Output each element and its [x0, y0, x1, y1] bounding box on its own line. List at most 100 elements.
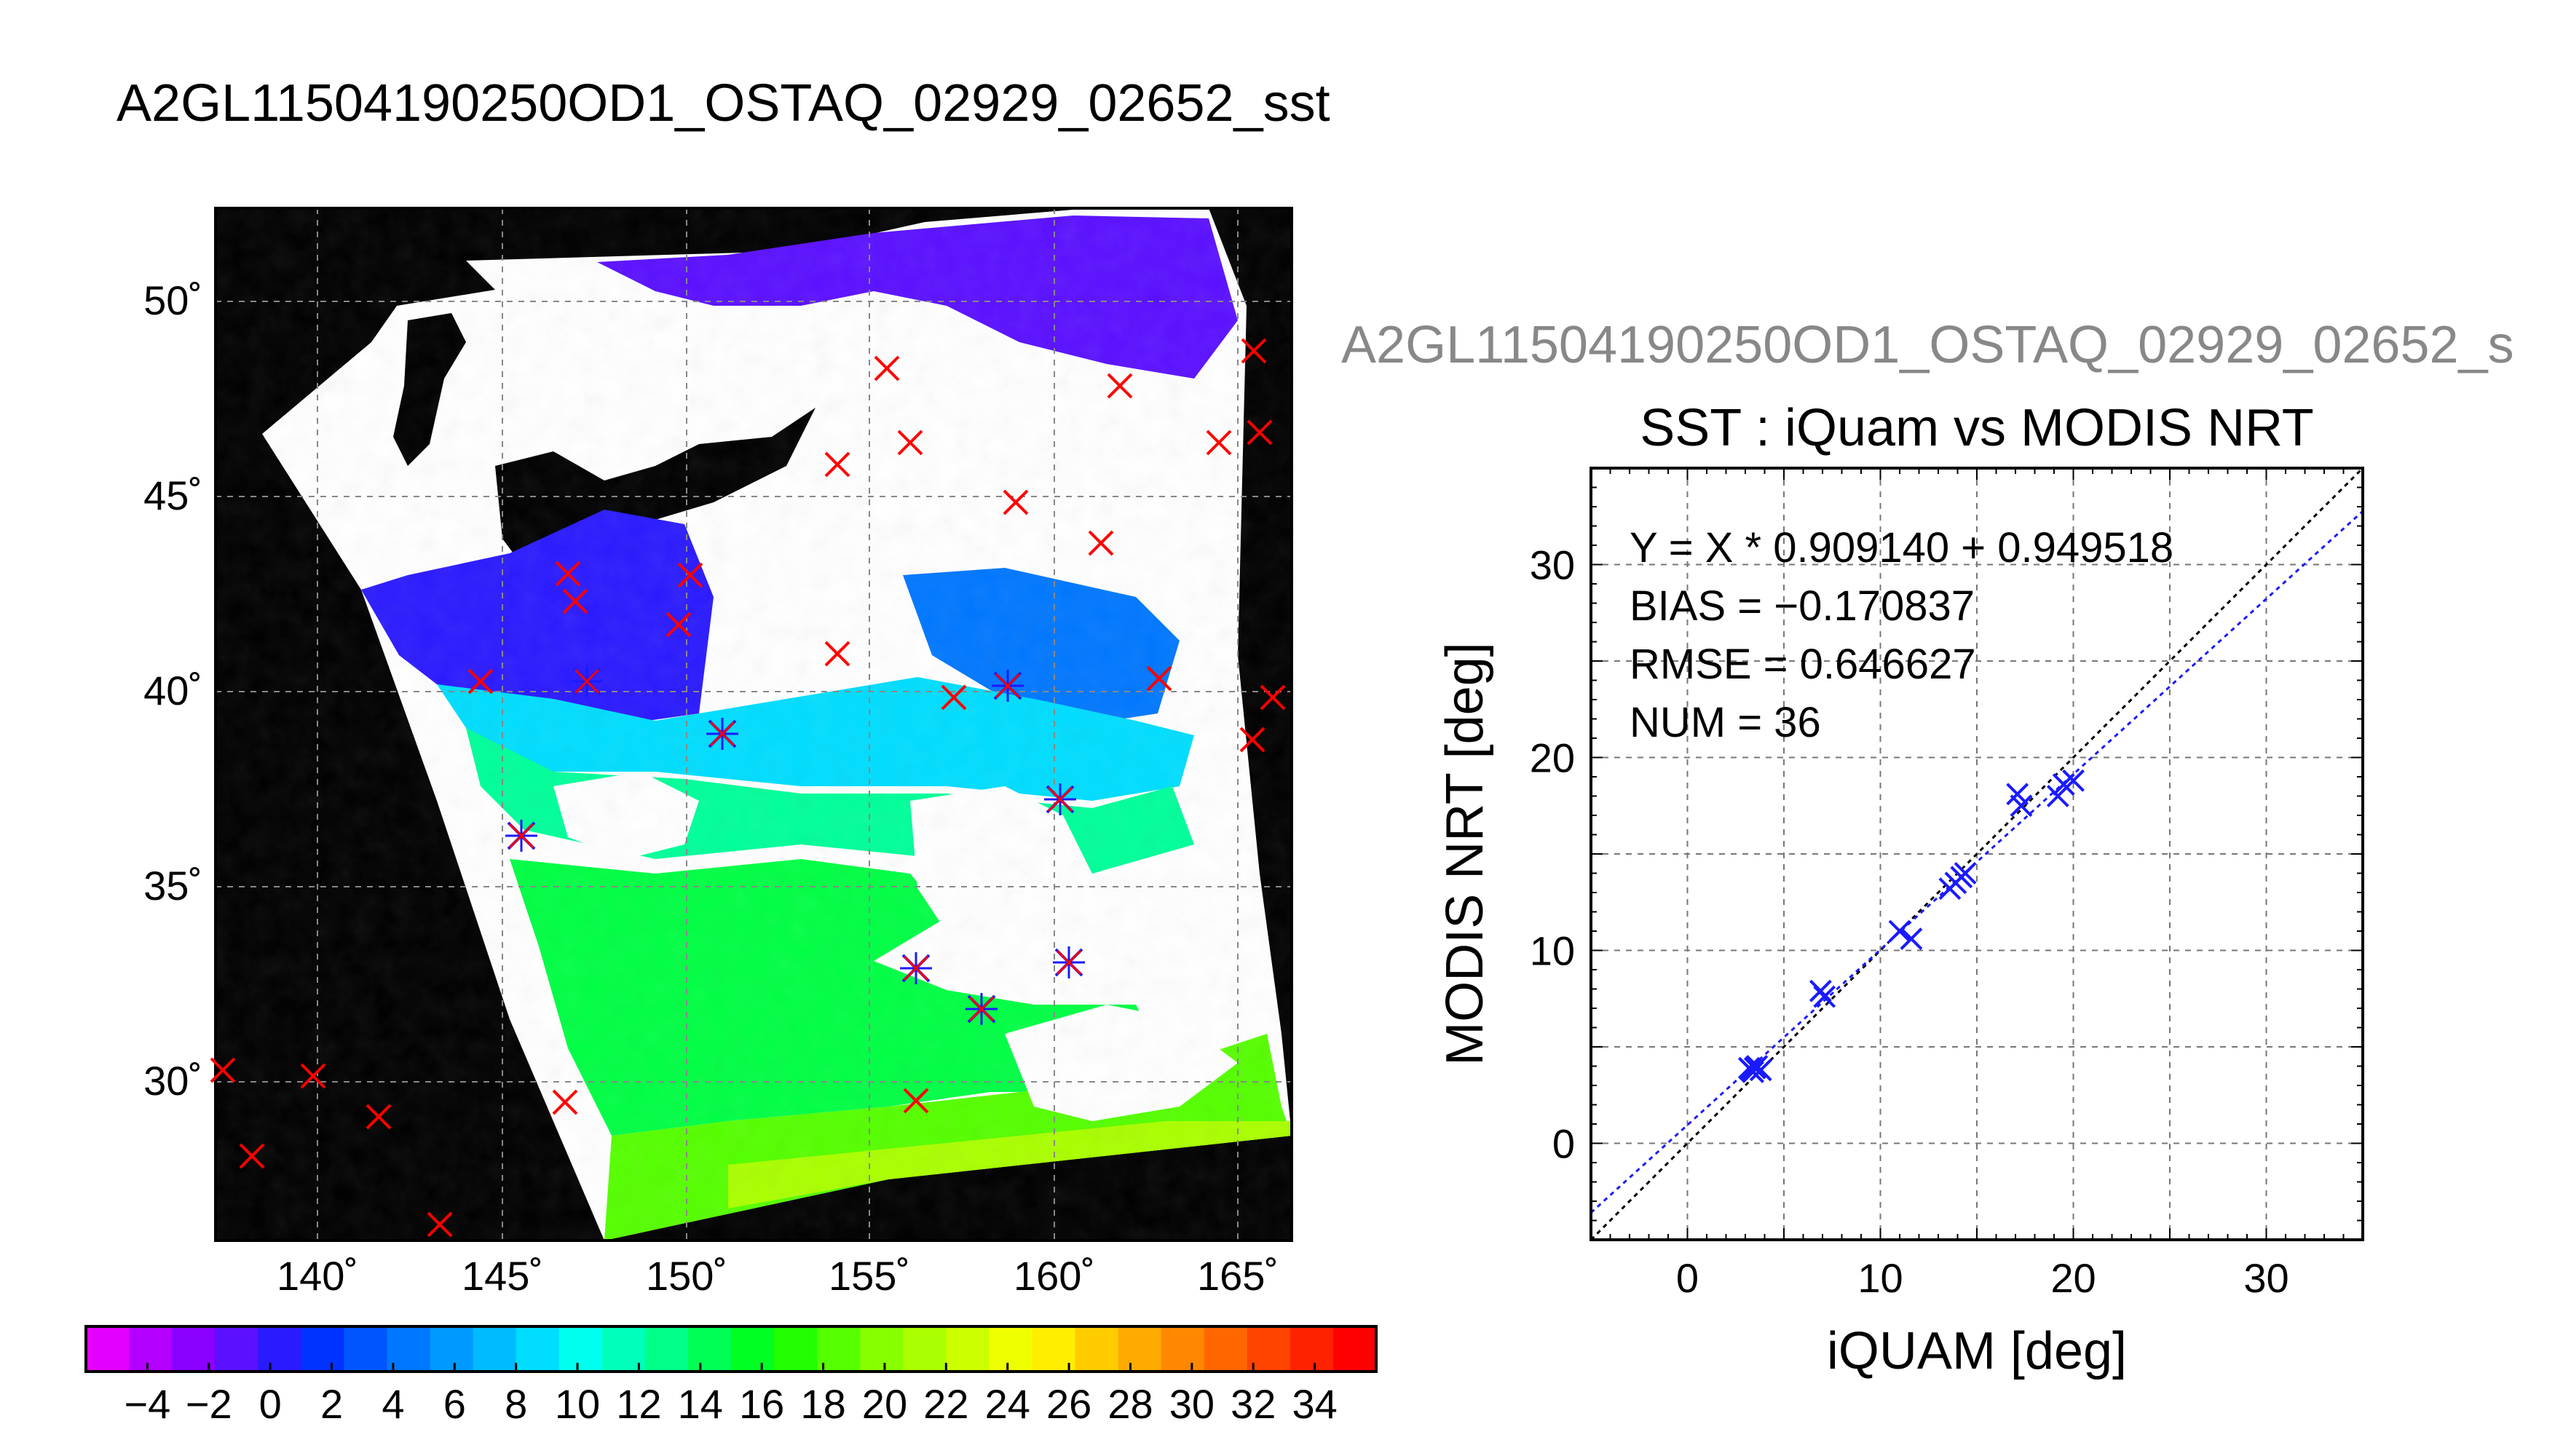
colorbar-cell: [1161, 1326, 1205, 1372]
buoy-marker: [1107, 373, 1133, 399]
y-tick-label: 0: [1552, 1121, 1575, 1167]
matched-marker-red: [995, 673, 1021, 699]
buoy-marker-stroke: [1003, 489, 1029, 515]
colorbar-tick-label: 20: [862, 1381, 907, 1427]
buoy-marker: [677, 562, 703, 588]
lon-label: 165˚: [1197, 1253, 1279, 1299]
colorbar-cell: [1332, 1326, 1377, 1372]
texture-overlay: [216, 208, 1292, 1241]
scatter-file-title: A2GL11504190250OD1_OSTAQ_02929_02652_s: [1341, 316, 2514, 374]
matched-marker-red-stroke: [995, 673, 1021, 699]
scatter-point-stroke: [1813, 985, 1836, 1008]
colorbar-tick-label: 18: [800, 1381, 845, 1427]
map-lat-labels: 50˚ 45˚ 40˚ 35˚ 30˚: [143, 277, 202, 1104]
matched-marker-red: [903, 955, 929, 981]
colorbar-cell: [516, 1326, 560, 1372]
buoy-marker-stroke: [555, 561, 581, 587]
stats-block: Y = X * 0.909140 + 0.949518 BIAS = −0.17…: [1630, 524, 2173, 746]
colorbar-tick-label: 0: [259, 1381, 282, 1427]
colorbar-cell: [215, 1326, 258, 1372]
colorbar-cell: [989, 1326, 1032, 1372]
buoy-marker-stroke: [300, 1063, 326, 1089]
scatter-plot: 0 10 20 30 0 10 20 30 Y = X * 0.909140 + 0.9495…: [1436, 467, 2364, 1380]
colorbar-tick-label: 24: [985, 1381, 1030, 1427]
matched-marker-red: [1056, 949, 1082, 976]
buoy-marker: [1088, 530, 1114, 556]
colorbar-labels: −4 −2 0 2 4 6 8 10 12 14 16 18 20 22 24 26 28 30 32 34: [124, 1363, 1338, 1427]
stat-num: NUM = 36: [1630, 699, 1821, 746]
lon-label: 155˚: [829, 1253, 910, 1299]
lat-label: 50˚: [143, 277, 202, 323]
buoy-marker-stroke: [1206, 430, 1232, 456]
lon-label: 160˚: [1014, 1253, 1095, 1299]
colorbar-cell: [344, 1326, 387, 1372]
matched-marker-red: [574, 668, 600, 695]
buoy-marker: [941, 684, 967, 711]
buoy-marker-stroke: [366, 1104, 392, 1130]
scatter-point: [2010, 794, 2033, 818]
stat-fit: Y = X * 0.909140 + 0.949518: [1630, 524, 2173, 571]
lon-label: 145˚: [462, 1253, 543, 1299]
colorbar-tick-label: 6: [443, 1381, 466, 1427]
identity-line: [1591, 468, 2363, 1240]
scatter-point-stroke: [1954, 862, 1977, 885]
buoy-marker: [666, 612, 692, 638]
buoy-marker: [903, 1088, 929, 1114]
colorbar-cell: [1290, 1326, 1334, 1372]
fit-line: [1591, 510, 2363, 1214]
colorbar-cell: [86, 1326, 130, 1372]
matched-marker-red: [709, 721, 735, 747]
colorbar-tick-label: 26: [1046, 1381, 1091, 1427]
buoy-marker: [1206, 430, 1232, 456]
matched-marker-red: [968, 996, 995, 1022]
colorbar-tick-label: 14: [678, 1381, 723, 1427]
colorbar-cell: [301, 1326, 344, 1372]
y-tick-label: 20: [1530, 735, 1575, 781]
matched-marker-red-stroke: [709, 721, 735, 747]
stat-rmse: RMSE = 0.646627: [1630, 641, 1976, 688]
buoy-marker-stroke: [666, 612, 692, 638]
colorbar: −4 −2 0 2 4 6 8 10 12 14 16 18 20 22 24 26 28 30 32 34: [84, 1325, 1378, 1427]
buoy-marker-stroke: [677, 562, 703, 588]
lon-label: 140˚: [277, 1253, 358, 1299]
buoy-marker-stroke: [1107, 373, 1133, 399]
main-title: A2GL11504190250OD1_OSTAQ_02929_02652_sst: [117, 74, 1330, 132]
buoy-marker: [897, 430, 923, 456]
colorbar-cell: [473, 1326, 517, 1372]
colorbar-cell: [687, 1326, 732, 1372]
colorbar-cell: [946, 1326, 990, 1372]
buoy-marker: [300, 1063, 326, 1089]
buoy-marker-stroke: [210, 1057, 236, 1083]
buoy-marker-stroke: [1146, 665, 1172, 692]
scatter-point-stroke: [2006, 783, 2029, 806]
buoy-marker: [1260, 684, 1286, 711]
matched-marker-red-stroke: [574, 668, 600, 695]
lat-label: 30˚: [143, 1058, 202, 1104]
matched-marker-red: [1047, 786, 1073, 812]
scatter-ticks: 0 10 20 30 0 10 20 30: [1530, 467, 2364, 1301]
buoy-marker: [1247, 419, 1273, 446]
buoy-marker-stroke: [1247, 419, 1273, 446]
map-grid: [216, 208, 1292, 1241]
x-axis-title: iQUAM [deg]: [1827, 1322, 2127, 1380]
buoy-marker: [824, 641, 850, 667]
colorbar-tick-label: 10: [555, 1381, 600, 1427]
y-tick-label: 10: [1530, 928, 1575, 974]
buoy-marker-stroke: [239, 1143, 265, 1169]
scatter-point: [1739, 1059, 1763, 1082]
y-axis-title: MODIS NRT [deg]: [1436, 642, 1494, 1066]
colorbar-cell: [860, 1326, 904, 1372]
scatter-point: [1813, 985, 1836, 1008]
matched-marker-red-stroke: [968, 996, 995, 1022]
lat-label: 35˚: [143, 863, 202, 909]
colorbar-tick-label: 30: [1169, 1381, 1215, 1427]
scatter-points: [1737, 769, 2085, 1083]
map-markers: [210, 338, 1286, 1238]
buoy-marker-stroke: [903, 1088, 929, 1114]
buoy-marker: [562, 588, 588, 614]
sst-map: 50˚ 45˚ 40˚ 35˚ 30˚ 140˚ 145˚ 150˚ 155˚ …: [143, 207, 1293, 1299]
buoy-marker: [427, 1211, 453, 1238]
colorbar-tick-label: −2: [186, 1381, 232, 1427]
x-tick-label: 30: [2243, 1255, 2289, 1301]
scatter-point: [1888, 919, 1911, 943]
